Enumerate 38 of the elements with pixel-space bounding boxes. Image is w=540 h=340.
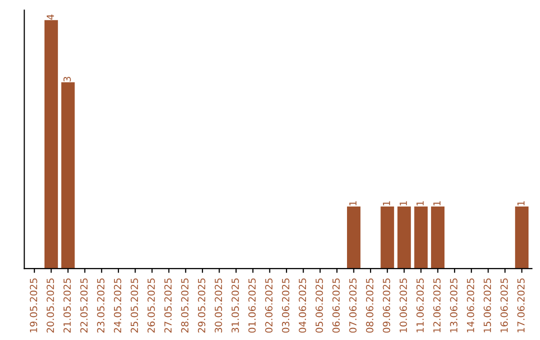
x-tick-label: 11.06.2025: [416, 278, 424, 332]
x-tick-label: 02.06.2025: [265, 278, 273, 333]
x-tick-label: 26.05.2025: [148, 278, 155, 333]
data-label: 3: [63, 76, 71, 82]
data-label: 1: [517, 201, 524, 206]
x-tick-label: 29.05.2025: [198, 278, 206, 333]
x-tick-label: 27.05.2025: [164, 278, 172, 333]
x-tick-label: 28.05.2025: [181, 278, 188, 333]
data-label: 1: [400, 201, 407, 206]
data-label: 4: [46, 14, 54, 20]
x-tick-label: 25.05.2025: [130, 278, 138, 333]
x-tick-label: 16.06.2025: [500, 278, 508, 332]
x-tick-label: 08.06.2025: [366, 278, 374, 333]
data-label: 1: [349, 201, 356, 206]
x-tick-label: 15.06.2025: [484, 278, 492, 332]
x-tick-label: 03.06.2025: [282, 278, 290, 333]
x-tick-label: 07.06.2025: [349, 278, 357, 333]
x-tick-label: 31.05.2025: [232, 278, 239, 333]
x-tick-label: 04.06.2025: [298, 278, 306, 333]
x-tick-label: 19.05.2025: [30, 278, 38, 332]
x-tick-label: 01.06.2025: [248, 278, 256, 333]
x-tick-label: 13.06.2025: [450, 278, 458, 332]
x-tick-label: 30.05.2025: [214, 278, 222, 333]
x-tick-label: 10.06.2025: [400, 278, 407, 332]
data-label: 1: [433, 201, 440, 206]
x-tick-label: 23.05.2025: [97, 278, 104, 333]
x-tick-label: 14.06.2025: [466, 278, 474, 332]
x-tick-label: 17.06.2025: [517, 278, 525, 332]
x-tick-label: 20.05.2025: [46, 278, 54, 333]
x-tick-label: 21.05.2025: [63, 278, 71, 333]
x-tick-label: 24.05.2025: [114, 278, 122, 333]
x-tick-label: 12.06.2025: [433, 278, 441, 332]
data-label: 1: [416, 201, 424, 206]
data-label: 1: [382, 201, 390, 206]
x-tick-label: 09.06.2025: [382, 278, 390, 333]
x-tick-label: 06.06.2025: [332, 278, 340, 333]
x-tick-label: 22.05.2025: [80, 278, 88, 333]
x-tick-label: 05.06.2025: [316, 278, 323, 333]
